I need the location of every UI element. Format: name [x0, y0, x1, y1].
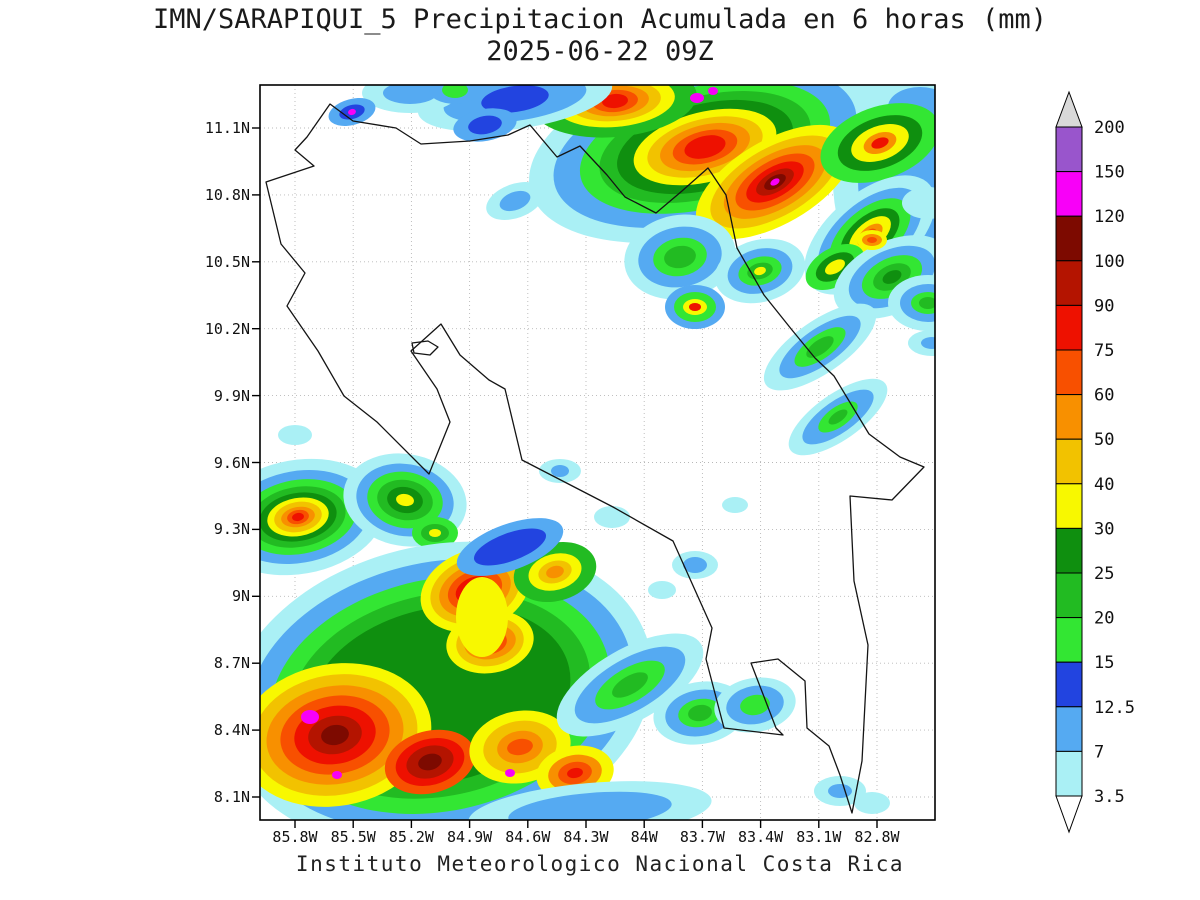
lat-tick-label: 9N	[231, 587, 250, 606]
colorbar-segment	[1055, 394, 1083, 440]
colorbar-segment	[1055, 750, 1083, 797]
lat-tick-label: 11.1N	[204, 119, 250, 137]
colorbar-segment	[1055, 527, 1083, 574]
colorbar-segment	[1055, 171, 1083, 217]
colorbar-segment	[1055, 706, 1083, 752]
colorbar-label: 60	[1094, 386, 1114, 406]
colorbar-label: 50	[1094, 430, 1114, 450]
colorbar-segment	[1055, 438, 1083, 485]
lon-tick-label: 82.8W	[854, 828, 900, 846]
colorbar-label: 12.5	[1094, 698, 1135, 718]
colorbar-label: 100	[1094, 252, 1125, 272]
colorbar-label: 120	[1094, 207, 1125, 227]
coastline	[265, 103, 925, 814]
map-title: IMN/SARAPIQUI_5 Precipitacion Acumulada …	[152, 4, 1048, 35]
colorbar-segment	[1055, 349, 1083, 396]
lon-tick-label: 85.2W	[388, 828, 434, 846]
lon-tick-label: 84.6W	[505, 828, 551, 846]
colorbar-label: 20	[1094, 609, 1114, 629]
lon-tick-label: 85.5W	[330, 828, 376, 846]
lat-tick-label: 9.3N	[213, 520, 250, 539]
colorbar-label: 25	[1094, 564, 1114, 584]
colorbar-over-arrow	[1055, 90, 1083, 128]
colorbar-label: 7	[1094, 742, 1104, 762]
colorbar-segment	[1055, 617, 1083, 663]
colorbar-segment	[1055, 572, 1083, 619]
colorbar-segment	[1055, 304, 1083, 351]
lon-tick-label: 84.3W	[563, 828, 609, 846]
lat-tick-label: 9.6N	[213, 453, 250, 472]
lon-tick-label: 83.4W	[738, 828, 784, 846]
colorbar-segment	[1055, 483, 1083, 529]
lat-tick-label: 10.8N	[204, 185, 250, 204]
title-block: IMN/SARAPIQUI_5 Precipitacion Acumulada …	[0, 4, 1200, 68]
valid-time: 2025-06-22 09Z	[486, 36, 714, 67]
colorbar-segment	[1055, 126, 1083, 173]
colorbar-label: 30	[1094, 519, 1114, 539]
colorbar-label: 3.5	[1094, 787, 1125, 807]
precipitation-field	[260, 85, 935, 820]
colorbar-segment	[1055, 260, 1083, 306]
lat-tick-label: 8.7N	[213, 654, 250, 673]
axis-ticks	[252, 127, 878, 828]
colorbar-under-arrow	[1055, 795, 1083, 834]
colorbar-label: 200	[1094, 118, 1125, 138]
footer-credit: Instituto Meteorologico Nacional Costa R…	[295, 852, 905, 876]
lat-tick-label: 10.5N	[204, 252, 250, 271]
lon-tick-label: 83.7W	[679, 828, 725, 846]
lat-tick-label: 10.2N	[204, 319, 250, 338]
precipitation-map	[252, 84, 936, 828]
lon-tick-label: 83.1W	[796, 828, 842, 846]
lon-tick-label: 84W	[630, 828, 658, 846]
colorbar-label: 90	[1094, 296, 1114, 316]
lat-tick-label: 9.9N	[213, 386, 250, 405]
lat-tick-label: 8.1N	[213, 788, 250, 806]
lat-tick-label: 8.4N	[213, 721, 250, 740]
lon-tick-label: 85.8W	[272, 828, 318, 846]
colorbar-label: 150	[1094, 163, 1125, 183]
plot-frame	[259, 84, 936, 821]
lon-tick-label: 84.9W	[447, 828, 493, 846]
colorbar-label: 15	[1094, 653, 1114, 673]
colorbar-label: 40	[1094, 475, 1114, 495]
colorbar: 200 150 120 100 90 75 60 50 40 30 25 20 15 12.5 7 3.5	[1055, 90, 1135, 834]
colorbar-segment	[1055, 661, 1083, 708]
colorbar-label: 75	[1094, 341, 1114, 361]
colorbar-segment	[1055, 215, 1083, 262]
